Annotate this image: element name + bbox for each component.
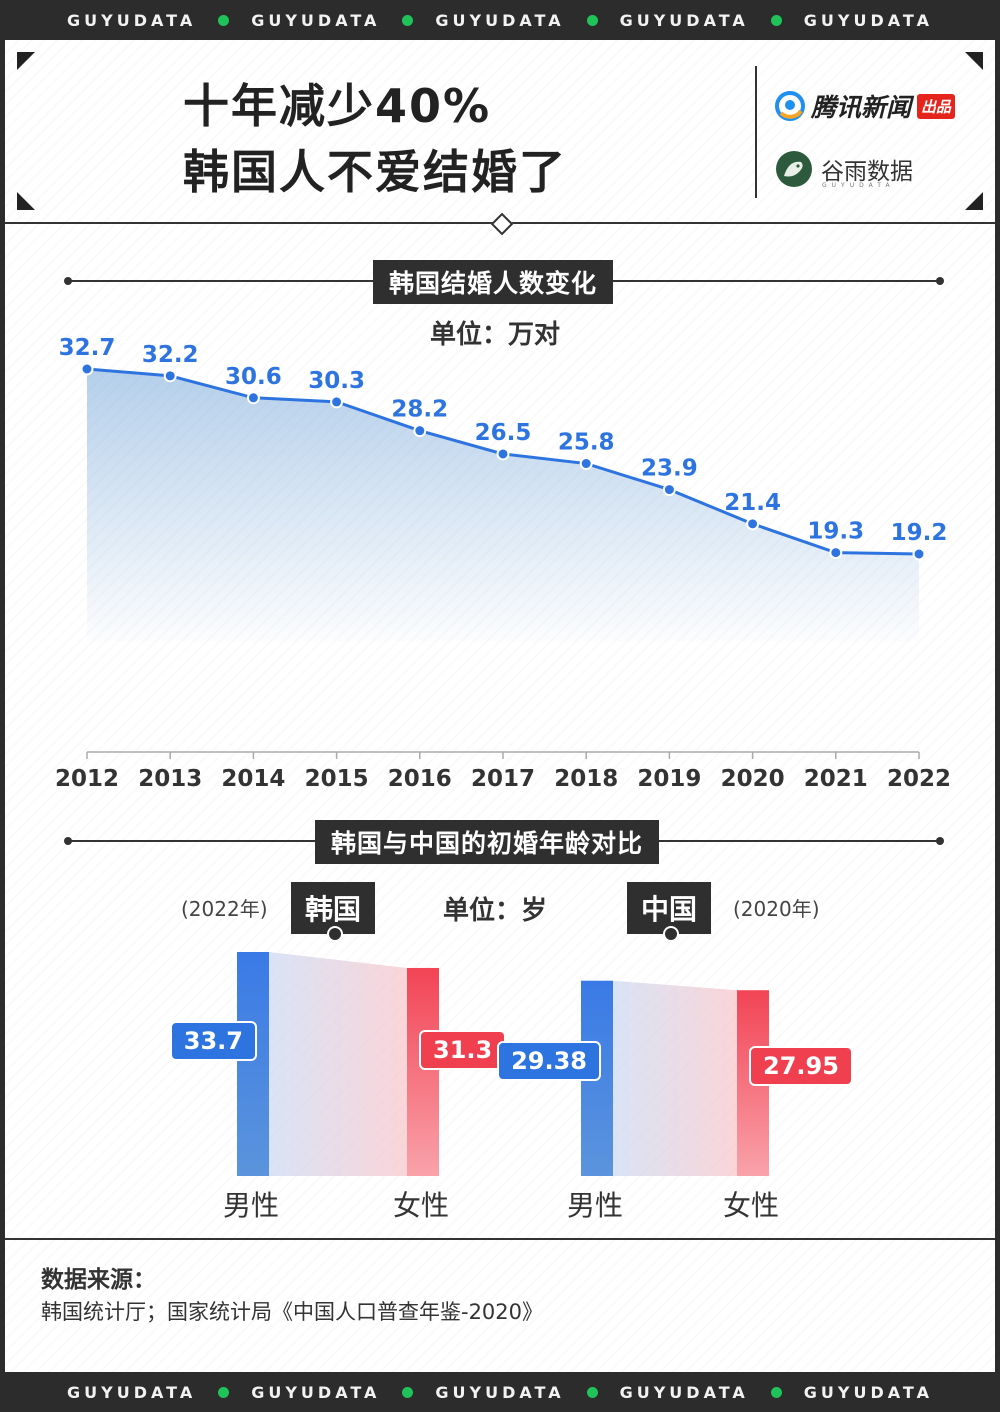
brand2-name: 谷雨数据: [821, 159, 913, 185]
corner-mark-bl: [17, 192, 35, 210]
data-point: [829, 546, 843, 560]
brand-divider: [755, 66, 757, 198]
section1-title: 韩国结婚人数变化: [373, 260, 614, 304]
banner-word: GUYUDATA: [803, 1382, 933, 1402]
data-label: 19.3: [807, 519, 864, 545]
corner-mark-br: [965, 192, 983, 210]
banner-dot: [586, 1386, 598, 1398]
banner-dot: [586, 14, 598, 26]
section1-unit: 单位：万对: [430, 320, 561, 350]
banner-dot: [218, 14, 230, 26]
data-label: 30.3: [308, 368, 365, 394]
line-area-fill: [87, 369, 919, 642]
x-tick-label: 2021: [804, 766, 868, 792]
female-axis-label: 女性: [723, 1189, 780, 1222]
female-value-label: 31.3: [419, 1030, 507, 1071]
data-point: [912, 547, 926, 561]
china-tag: 中国: [627, 882, 712, 942]
data-point: [662, 483, 676, 497]
brand2-sub: GUYUDATA: [822, 182, 895, 189]
banner-dot: [402, 1386, 414, 1398]
data-label: 28.2: [391, 397, 448, 423]
data-point: [163, 369, 177, 383]
male-value-label: 29.38: [497, 1041, 601, 1082]
banner-word: GUYUDATA: [67, 10, 197, 30]
data-point: [413, 424, 427, 438]
banner-word: GUYUDATA: [435, 10, 565, 30]
top-banner: GUYUDATA GUYUDATA GUYUDATA GUYUDATA GUYUDATA: [0, 0, 1000, 40]
source-text: 韩国统计厅；国家统计局《中国人口普查年鉴-2020》: [41, 1300, 544, 1324]
x-tick-label: 2012: [55, 766, 119, 792]
bottom-banner: GUYUDATA GUYUDATA GUYUDATA GUYUDATA GUYUDATA: [0, 1372, 1000, 1412]
tencent-news-brand: 腾讯新闻 出品: [775, 88, 956, 124]
age-comparison-chart: [237, 952, 769, 1176]
male-value-label: 33.7: [169, 1021, 257, 1062]
korea-tag-label: 韩国: [305, 893, 362, 926]
china-tag-label: 中国: [641, 893, 698, 926]
guyu-data-brand: 谷雨数据 GUYUDATA: [775, 150, 913, 189]
banner-word: GUYUDATA: [67, 1382, 197, 1402]
data-label: 25.8: [558, 430, 615, 456]
data-label: 19.2: [891, 520, 948, 546]
brand1-name: 腾讯新闻: [811, 93, 912, 122]
x-tick-label: 2020: [721, 766, 785, 792]
data-point: [330, 395, 344, 409]
data-label: 32.2: [142, 342, 199, 368]
banner-dot: [402, 14, 414, 26]
section2-title: 韩国与中国的初婚年龄对比: [315, 820, 660, 864]
banner-word: GUYUDATA: [619, 10, 749, 30]
female-value-label: 27.95: [749, 1045, 853, 1086]
data-point: [579, 457, 593, 471]
infographic-card: 十年减少40% 韩国人不爱结婚了 腾讯新闻 出品 谷雨数据 GUYUDATA 韩…: [5, 40, 995, 1372]
marriage-line-chart: 32.7 2012 32.2 2013 30.6 2014 30.3 2015 28.2 2016…: [55, 335, 951, 792]
source-separator: [5, 1238, 995, 1240]
gender-bridge: [613, 980, 737, 1176]
x-tick-label: 2015: [305, 766, 369, 792]
corner-mark-tl: [17, 52, 35, 70]
source-title: 数据来源：: [41, 1267, 156, 1293]
data-label: 30.6: [225, 364, 282, 390]
headline-line-1: 十年减少40%: [183, 79, 492, 133]
x-tick-label: 2022: [887, 766, 951, 792]
x-tick-label: 2017: [471, 766, 535, 792]
banner-dot: [770, 14, 782, 26]
male-axis-label: 男性: [223, 1189, 280, 1222]
banner-dot: [770, 1386, 782, 1398]
tencent-news-logo-icon: [775, 91, 805, 121]
male-axis-label: 男性: [567, 1189, 624, 1222]
banner-word: GUYUDATA: [803, 10, 933, 30]
data-point: [80, 362, 94, 376]
banner-word: GUYUDATA: [251, 1382, 381, 1402]
data-point: [246, 391, 260, 405]
data-label: 23.9: [641, 456, 698, 482]
banner-word: GUYUDATA: [251, 10, 381, 30]
korea-year-note: (2022年): [181, 897, 268, 921]
corner-mark-tr: [965, 52, 983, 70]
brand1-badge: 出品: [917, 93, 956, 119]
data-label: 21.4: [724, 490, 781, 516]
banner-dot: [218, 1386, 230, 1398]
data-point: [496, 447, 510, 461]
x-tick-label: 2014: [221, 766, 285, 792]
guyu-bird-logo-icon: [776, 151, 812, 187]
banner-word: GUYUDATA: [435, 1382, 565, 1402]
female-axis-label: 女性: [393, 1189, 450, 1222]
x-tick-label: 2019: [637, 766, 701, 792]
data-label: 26.5: [475, 420, 532, 446]
data-point: [746, 517, 760, 531]
x-tick-label: 2016: [388, 766, 452, 792]
china-year-note: (2020年): [733, 897, 820, 921]
x-tick-label: 2018: [554, 766, 618, 792]
male-bar: [237, 952, 269, 1176]
korea-tag: 韩国: [291, 882, 376, 942]
banner-word: GUYUDATA: [619, 1382, 749, 1402]
female-bar: [407, 967, 439, 1176]
x-tick-label: 2013: [138, 766, 202, 792]
data-label: 32.7: [59, 335, 116, 361]
gender-bridge: [269, 952, 407, 1176]
section2-unit: 单位：岁: [443, 896, 548, 926]
headline-line-2: 韩国人不爱结婚了: [183, 145, 567, 199]
